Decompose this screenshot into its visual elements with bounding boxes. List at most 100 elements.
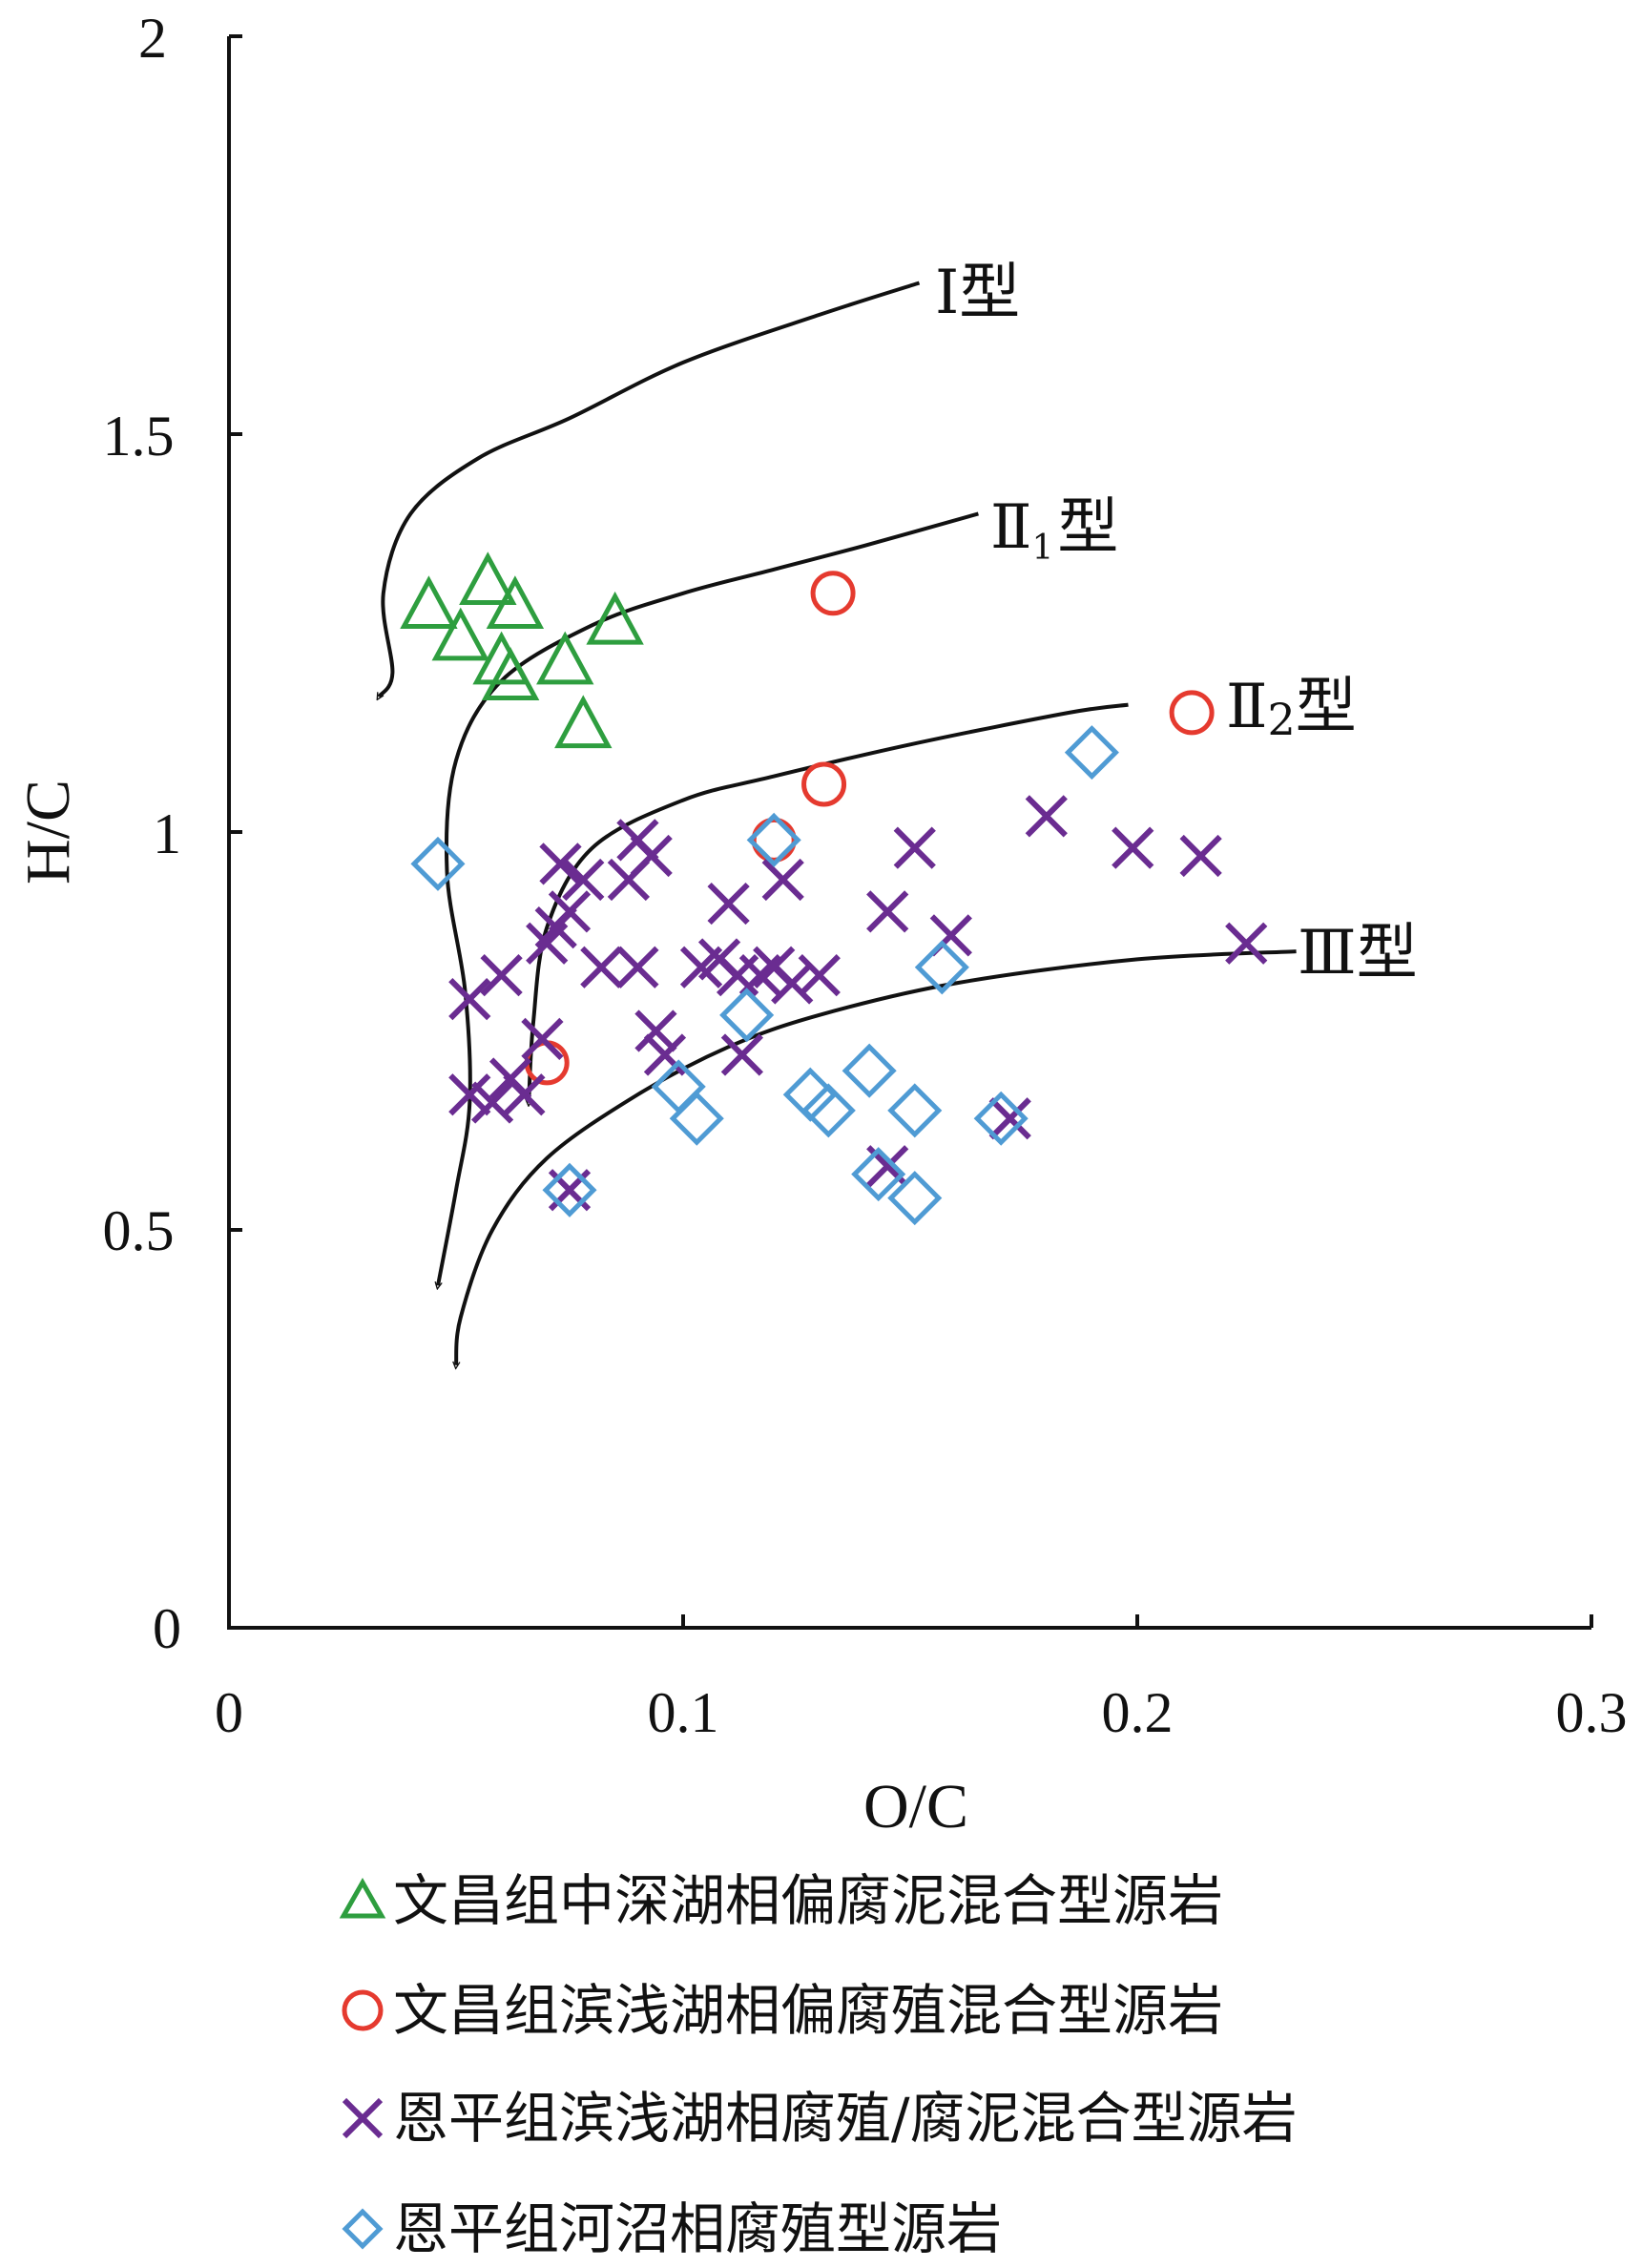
series-diamond	[410, 725, 1119, 1226]
x-point-23	[720, 1033, 764, 1076]
diamond-point-0	[410, 836, 466, 891]
curve-label-type2-1-suffix: 型	[1057, 492, 1118, 563]
x-tick-label-0-3: 0.3	[1556, 1681, 1628, 1744]
diamond-point-14	[542, 1162, 597, 1217]
legend-x-marker	[342, 2097, 384, 2139]
x-point-35	[1225, 922, 1268, 965]
x-point-12	[580, 946, 623, 988]
curve-label-type2-2-suffix: 型	[1296, 672, 1357, 742]
x-point-32	[1025, 795, 1068, 838]
triangle-point-5	[486, 575, 545, 629]
x-point-27	[771, 962, 814, 1005]
series-x	[448, 795, 1268, 1212]
y-tick-label-2: 2	[138, 7, 167, 70]
curve-type2_2	[529, 702, 1129, 1103]
curve-label-type3: Ⅲ型	[1298, 918, 1418, 988]
diamond-point-6	[669, 1091, 724, 1146]
x-axis-ticks	[681, 1614, 1593, 1628]
legend-triangle-marker	[339, 1877, 386, 1919]
legend-label-circle: 文昌组滨浅湖相偏腐殖混合型源岩	[393, 1978, 1223, 2043]
circle-point-3	[751, 817, 797, 863]
legend-item-diamond: 恩平组河沼相腐殖型源岩	[342, 2196, 1002, 2261]
x-point-34	[1179, 834, 1222, 878]
x-tick-label-0: 0	[215, 1681, 243, 1744]
triangle-point-0	[400, 575, 458, 629]
x-point-30	[893, 826, 936, 869]
legend-item-circle: 文昌组滨浅湖相偏腐殖混合型源岩	[342, 1978, 1223, 2043]
legend-label-triangle: 文昌组中深湖相偏腐泥混合型源岩	[393, 1868, 1223, 1933]
series-triangle	[400, 551, 644, 749]
x-point-14	[616, 946, 659, 988]
diamond-point-3	[914, 940, 969, 995]
diamond-point-11	[851, 1147, 906, 1202]
x-tick-label-0-1: 0.1	[648, 1681, 719, 1744]
triangle-point-7	[554, 695, 613, 749]
legend-diamond-marker	[342, 2208, 384, 2250]
x-point-33	[1112, 826, 1154, 869]
diamond-point-10	[887, 1083, 943, 1138]
legend-label-diamond: 恩平组河沼相腐殖型源岩	[393, 2196, 1002, 2261]
circle-point-1	[1169, 690, 1215, 736]
curve-label-type2-2-sub: 2	[1268, 694, 1296, 745]
y-axis-title: H/C	[13, 780, 83, 884]
x-point-1	[480, 953, 523, 997]
y-tick-label-0: 0	[153, 1597, 181, 1660]
legend-item-x: 恩平组滨浅湖相腐殖/腐泥混合型源岩	[342, 2086, 1298, 2151]
x-point-21	[707, 882, 750, 926]
x-point-16	[630, 834, 673, 878]
legend-label-x: 恩平组滨浅湖相腐殖/腐泥混合型源岩	[393, 2086, 1298, 2151]
triangle-point-8	[586, 591, 644, 645]
curve-type2_1	[438, 511, 979, 1285]
x-point-2	[448, 1073, 491, 1116]
x-point-9	[539, 843, 582, 885]
x-point-29	[866, 890, 909, 933]
x-point-6	[521, 1017, 564, 1060]
y-tick-label-1: 1	[153, 802, 181, 865]
diamond-point-1	[1064, 725, 1119, 780]
y-axis-ticks	[229, 34, 242, 1630]
legend-circle-marker	[342, 1989, 384, 2031]
x-point-11	[562, 858, 605, 902]
curve-label-type1: Ⅰ型	[935, 258, 1020, 328]
curve-label-type2-2-main: Ⅱ	[1226, 672, 1268, 742]
x-point-17	[634, 1009, 677, 1052]
diamond-point-9	[800, 1083, 856, 1138]
diamond-point-7	[842, 1043, 897, 1098]
y-tick-label-1-5: 1.5	[103, 405, 175, 468]
legend-item-triangle: 文昌组中深湖相偏腐泥混合型源岩	[339, 1868, 1223, 1933]
x-tick-label-0-2: 0.2	[1102, 1681, 1174, 1744]
curve-label-type2-2: Ⅱ2型	[1226, 672, 1357, 745]
triangle-point-2	[459, 551, 517, 605]
data-points	[400, 551, 1268, 1226]
curve-type3	[456, 949, 1297, 1365]
x-point-5	[503, 1073, 546, 1116]
circle-point-0	[810, 571, 856, 616]
curve-label-type2-1-sub: 1	[1032, 529, 1054, 568]
triangle-point-6	[536, 631, 594, 685]
x-point-10	[548, 890, 592, 933]
x-point-18	[643, 1033, 687, 1076]
x-point-28	[798, 953, 841, 997]
triangle-point-4	[481, 647, 540, 701]
x-point-3	[470, 1081, 514, 1124]
diamond-point-8	[782, 1067, 838, 1122]
series-circle	[524, 571, 1215, 1086]
diamond-point-13	[973, 1091, 1029, 1146]
diamond-point-2	[746, 812, 801, 867]
curve-type1	[379, 281, 921, 697]
x-axis-title: O/C	[863, 1772, 968, 1841]
circle-point-2	[801, 761, 847, 807]
x-point-26	[761, 858, 804, 902]
triangle-point-1	[431, 607, 489, 661]
curve-label-type2-1-main: Ⅱ	[990, 492, 1032, 563]
curve-label-type2-1: Ⅱ1型	[990, 492, 1118, 568]
y-tick-label-0-5: 0.5	[103, 1199, 175, 1262]
x-point-37	[988, 1097, 1031, 1140]
x-point-0	[448, 978, 491, 1021]
diamond-point-4	[719, 988, 775, 1043]
axes	[227, 34, 1593, 1630]
evolution-curves	[379, 281, 1297, 1365]
legend: 文昌组中深湖相偏腐泥混合型源岩 文昌组滨浅湖相偏腐殖混合型源岩 恩平组滨浅湖相腐…	[339, 1868, 1298, 2261]
diamond-point-12	[887, 1171, 943, 1226]
